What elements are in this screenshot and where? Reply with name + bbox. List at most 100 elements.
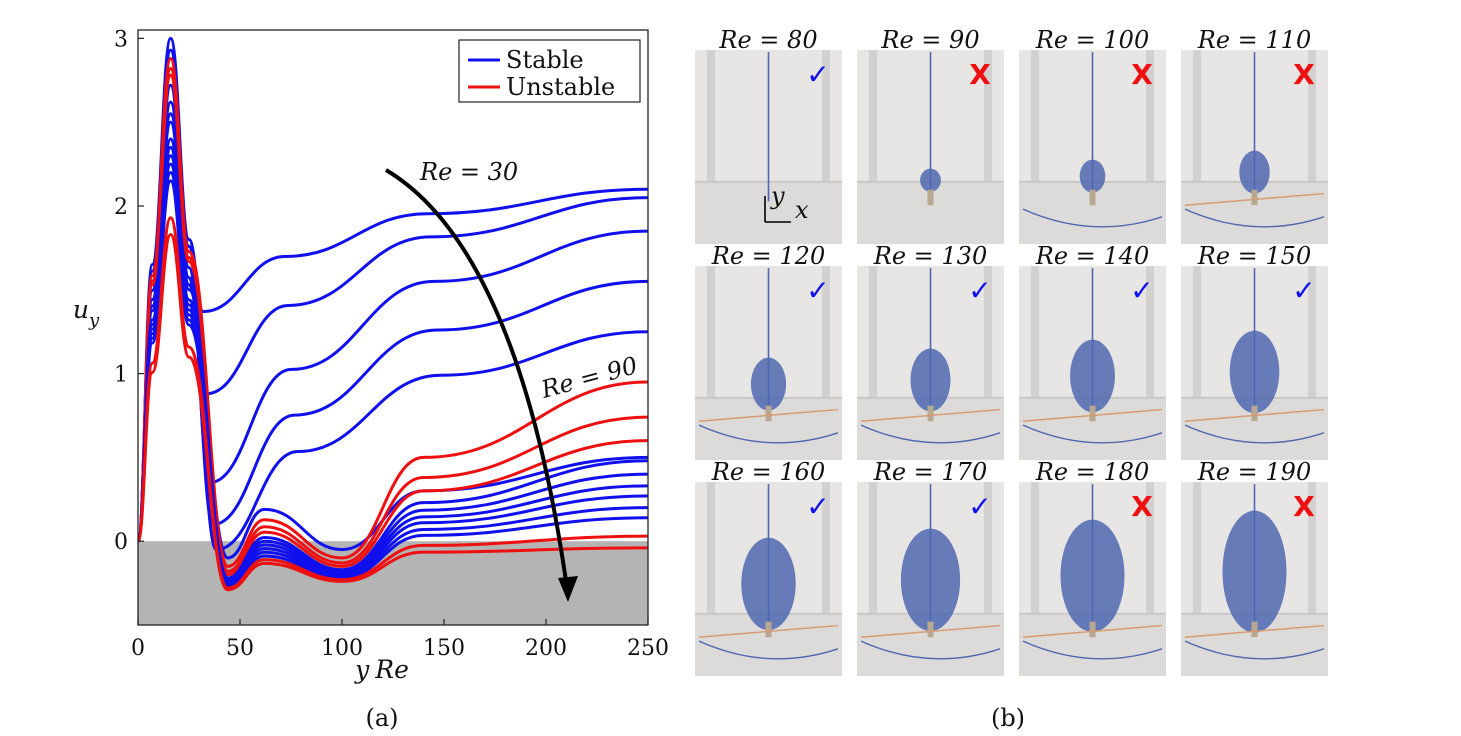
channel-wall-left <box>707 482 715 626</box>
vortex-bulge <box>1060 519 1125 632</box>
check-icon: ✓ <box>1130 274 1153 307</box>
channel-wall-left <box>1193 266 1201 410</box>
vortex-bulge <box>1239 150 1270 194</box>
x-tick-label: 100 <box>321 636 363 661</box>
arrow-head <box>558 576 578 602</box>
jet-neck <box>1251 189 1258 206</box>
x-tick-label: 150 <box>423 636 465 661</box>
tracer-line <box>860 624 1001 638</box>
annotation-re90: Re = 90 <box>537 351 640 404</box>
x-tick-label: 50 <box>226 636 254 661</box>
trailing-filament <box>1022 424 1163 444</box>
trailing-filament <box>1022 640 1163 660</box>
jet-neck <box>1251 405 1258 422</box>
channel-wall-left <box>1193 482 1201 626</box>
channel-wall-right <box>984 482 992 626</box>
legend-unstable-label: Unstable <box>506 73 615 101</box>
vortex-bulge <box>920 168 941 192</box>
caption-a: (a) <box>365 704 398 732</box>
tracer-line <box>1184 408 1325 422</box>
x-tick-label: 200 <box>525 636 567 661</box>
re-cell: Re = 170 ✓ <box>857 458 1004 676</box>
re-cell: Re = 90 X <box>857 26 1004 244</box>
trailing-filament <box>1184 208 1325 228</box>
curve-re-190 <box>138 232 648 592</box>
jet-neck <box>1089 621 1096 638</box>
curve-re-50 <box>138 83 648 543</box>
trailing-filament <box>1184 640 1325 660</box>
check-icon: ✓ <box>1292 274 1315 307</box>
channel-wall-right <box>822 50 830 194</box>
re-cell: Re = 160 ✓ <box>695 458 842 676</box>
annotation-re30: Re = 30 <box>419 158 518 186</box>
x-tick-label: 0 <box>131 636 145 661</box>
x-axis-label: y Re <box>354 655 409 684</box>
cell-re-label: Re = 140 <box>1035 242 1149 270</box>
tracer-line <box>1184 624 1325 638</box>
vortex-bulge <box>750 357 787 411</box>
y-tick-label: 3 <box>114 27 128 52</box>
check-icon: ✓ <box>806 58 829 91</box>
jet-neck <box>1251 621 1258 638</box>
vortex-bulge <box>1222 510 1287 633</box>
jet-neck <box>927 405 934 422</box>
cross-icon: X <box>1131 490 1153 523</box>
channel-wall-right <box>1308 482 1316 626</box>
channel-wall-right <box>822 266 830 410</box>
cell-re-label: Re = 160 <box>711 458 825 486</box>
cell-re-label: Re = 100 <box>1035 26 1149 54</box>
channel-wall-left <box>869 50 877 194</box>
jet-neck <box>1089 189 1096 206</box>
trailing-filament <box>860 424 1001 444</box>
vortex-bulge <box>1070 339 1115 413</box>
increasing-re-arrow <box>384 168 570 596</box>
channel-wall-left <box>869 266 877 410</box>
channel-wall-left <box>869 482 877 626</box>
trailing-filament <box>860 640 1001 660</box>
channel-wall-left <box>1193 50 1201 194</box>
cross-icon: X <box>1293 490 1315 523</box>
curve-group <box>138 36 648 592</box>
y-tick-label: 1 <box>114 363 128 388</box>
jet-neck <box>927 189 934 206</box>
tracer-line <box>1184 192 1325 206</box>
channel-wall-right <box>1308 266 1316 410</box>
check-icon: ✓ <box>968 274 991 307</box>
channel-wall-right <box>1146 266 1154 410</box>
plot-frame <box>137 29 649 626</box>
channel-wall-right <box>984 266 992 410</box>
curve-re-30 <box>138 36 648 543</box>
caption-b: (b) <box>991 704 1025 732</box>
cell-re-label: Re = 110 <box>1197 26 1311 54</box>
cell-re-label: Re = 120 <box>711 242 825 270</box>
re-cell: Re = 100 X <box>1019 26 1166 244</box>
vortex-bulge <box>910 348 951 412</box>
channel-wall-left <box>1031 266 1039 410</box>
re-cell: Re = 190 X <box>1181 458 1328 676</box>
tracer-line <box>698 408 839 422</box>
cross-icon: X <box>969 58 991 91</box>
cell-re-label: Re = 150 <box>1197 242 1311 270</box>
channel-wall-left <box>707 266 715 410</box>
jet-neck <box>765 621 772 638</box>
vortex-bulge <box>900 528 961 631</box>
cell-re-label: Re = 180 <box>1035 458 1149 486</box>
re-cell: Re = 180 X <box>1019 458 1166 676</box>
re-cell: Re = 110 X <box>1181 26 1328 244</box>
tracer-line <box>698 624 839 638</box>
y-tick-label: 2 <box>114 195 128 220</box>
legend-stable-label: Stable <box>506 46 584 74</box>
trailing-filament <box>1184 424 1325 444</box>
cell-re-label: Re = 80 <box>718 26 817 54</box>
channel-wall-right <box>1146 50 1154 194</box>
vortex-bulge <box>1079 159 1106 193</box>
channel-wall-left <box>1031 482 1039 626</box>
jet-neck <box>765 405 772 422</box>
trailing-filament <box>1022 208 1163 228</box>
channel-wall-right <box>984 50 992 194</box>
axis-ticks: 0 50 100 150 200 250 0 1 2 3 <box>114 27 669 661</box>
x-axis-glyph-label: x <box>795 196 809 224</box>
check-icon: ✓ <box>806 490 829 523</box>
panel-a-line-chart: 0 50 100 150 200 250 0 1 2 3 y Re uy Stable Unstab… <box>73 27 669 732</box>
